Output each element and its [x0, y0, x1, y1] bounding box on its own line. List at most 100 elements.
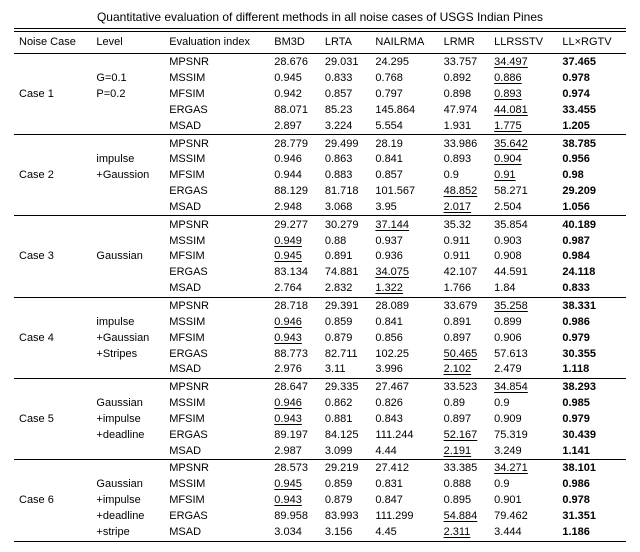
value-cell: 82.711: [320, 346, 371, 362]
value-cell: 0.943: [269, 330, 320, 346]
noise-case-cell: [14, 524, 91, 541]
noise-case-cell: [14, 378, 91, 395]
value-cell: 24.295: [370, 53, 438, 70]
level-cell: +impulse: [91, 493, 164, 509]
noise-case-cell: [14, 443, 91, 459]
value-cell: 0.847: [370, 493, 438, 509]
value-cell: 2.832: [320, 281, 371, 297]
value-cell: 33.455: [557, 102, 626, 118]
value-cell: 44.591: [489, 265, 557, 281]
value-cell: 54.884: [439, 508, 490, 524]
level-cell: [91, 297, 164, 314]
value-cell: 88.129: [269, 184, 320, 200]
value-cell: 38.331: [557, 297, 626, 314]
value-cell: 0.862: [320, 396, 371, 412]
value-cell: 3.068: [320, 199, 371, 215]
value-cell: 28.573: [269, 459, 320, 476]
value-cell: 0.943: [269, 493, 320, 509]
table-row: +stripeMSAD3.0343.1564.452.3113.4441.186: [14, 524, 626, 541]
table-row: G=0.1MSSIM0.9450.8330.7680.8920.8860.978: [14, 71, 626, 87]
value-cell: 88.071: [269, 102, 320, 118]
level-cell: +impulse: [91, 411, 164, 427]
value-cell: 0.956: [557, 152, 626, 168]
value-cell: 35.642: [489, 135, 557, 152]
value-cell: 0.891: [320, 249, 371, 265]
value-cell: 0.985: [557, 396, 626, 412]
level-cell: [91, 199, 164, 215]
noise-case-cell: [14, 477, 91, 493]
value-cell: 0.911: [439, 249, 490, 265]
metric-cell: ERGAS: [164, 346, 269, 362]
value-cell: 33.679: [439, 297, 490, 314]
table-row: Case 3GaussianMFSIM0.9450.8910.9360.9110…: [14, 249, 626, 265]
noise-case-cell: [14, 362, 91, 378]
value-cell: 2.987: [269, 443, 320, 459]
metric-cell: ERGAS: [164, 265, 269, 281]
table-row: MPSNR28.64729.33527.46733.52334.85438.29…: [14, 378, 626, 395]
value-cell: 0.949: [269, 233, 320, 249]
value-cell: 58.271: [489, 184, 557, 200]
value-cell: 81.718: [320, 184, 371, 200]
level-cell: +Stripes: [91, 346, 164, 362]
value-cell: 3.249: [489, 443, 557, 459]
level-cell: [91, 53, 164, 70]
value-cell: 0.833: [557, 281, 626, 297]
value-cell: 0.859: [320, 477, 371, 493]
metric-cell: MSSIM: [164, 477, 269, 493]
value-cell: 42.107: [439, 265, 490, 281]
metric-cell: MPSNR: [164, 53, 269, 70]
value-cell: 29.219: [320, 459, 371, 476]
value-cell: 0.978: [557, 493, 626, 509]
value-cell: 102.25: [370, 346, 438, 362]
value-cell: 0.831: [370, 477, 438, 493]
metric-cell: MSSIM: [164, 71, 269, 87]
metric-cell: ERGAS: [164, 508, 269, 524]
metric-cell: MSAD: [164, 362, 269, 378]
noise-case-cell: [14, 216, 91, 233]
noise-case-cell: [14, 427, 91, 443]
level-cell: [91, 443, 164, 459]
value-cell: 111.299: [370, 508, 438, 524]
value-cell: 0.881: [320, 411, 371, 427]
level-cell: Gaussian: [91, 477, 164, 493]
value-cell: 145.864: [370, 102, 438, 118]
value-cell: 0.859: [320, 314, 371, 330]
value-cell: 38.785: [557, 135, 626, 152]
value-cell: 3.156: [320, 524, 371, 541]
value-cell: 0.974: [557, 87, 626, 103]
value-cell: 35.258: [489, 297, 557, 314]
value-cell: 2.764: [269, 281, 320, 297]
value-cell: 29.031: [320, 53, 371, 70]
value-cell: 0.863: [320, 152, 371, 168]
table-row: Case 4+GaussianMFSIM0.9430.8790.8560.897…: [14, 330, 626, 346]
value-cell: 111.244: [370, 427, 438, 443]
value-cell: 28.19: [370, 135, 438, 152]
value-cell: 38.293: [557, 378, 626, 395]
noise-case-cell: Case 1: [14, 87, 91, 103]
value-cell: 1.766: [439, 281, 490, 297]
table-row: ERGAS88.12981.718101.56748.85258.27129.2…: [14, 184, 626, 200]
noise-case-cell: [14, 199, 91, 215]
value-cell: 24.118: [557, 265, 626, 281]
metric-cell: ERGAS: [164, 184, 269, 200]
level-cell: impulse: [91, 152, 164, 168]
value-cell: 3.95: [370, 199, 438, 215]
value-cell: 47.974: [439, 102, 490, 118]
level-cell: +deadline: [91, 508, 164, 524]
value-cell: 0.797: [370, 87, 438, 103]
noise-case-cell: Case 5: [14, 411, 91, 427]
table-row: +StripesERGAS88.77382.711102.2550.46557.…: [14, 346, 626, 362]
value-cell: 0.98: [557, 168, 626, 184]
value-cell: 44.081: [489, 102, 557, 118]
value-cell: 1.186: [557, 524, 626, 541]
value-cell: 28.779: [269, 135, 320, 152]
value-cell: 34.854: [489, 378, 557, 395]
value-cell: 2.479: [489, 362, 557, 378]
value-cell: 84.125: [320, 427, 371, 443]
value-cell: 29.209: [557, 184, 626, 200]
value-cell: 3.224: [320, 118, 371, 134]
value-cell: 0.89: [439, 396, 490, 412]
metric-cell: MSSIM: [164, 396, 269, 412]
table-row: MPSNR28.67629.03124.29533.75734.49737.46…: [14, 53, 626, 70]
value-cell: 0.91: [489, 168, 557, 184]
